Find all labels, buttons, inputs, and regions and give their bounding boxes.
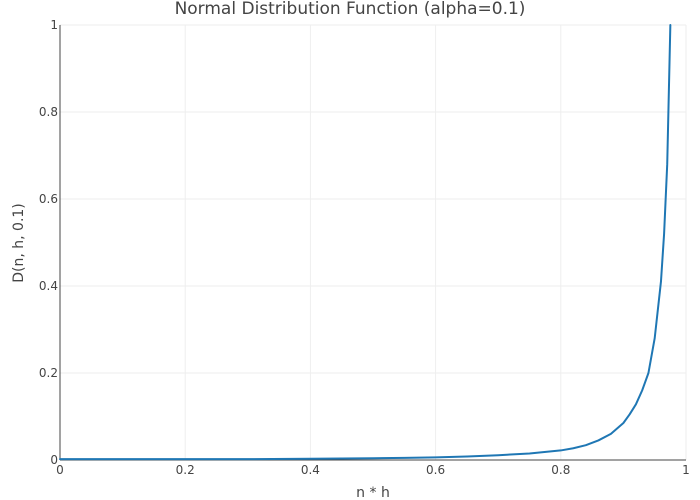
series-line xyxy=(59,24,672,461)
x-tick-label: 0.4 xyxy=(301,463,320,477)
x-tick-label: 0.2 xyxy=(176,463,195,477)
x-axis-title: n * h xyxy=(356,485,390,500)
x-tick-label: 1 xyxy=(682,463,690,477)
axes-layer xyxy=(59,25,686,461)
grid-layer xyxy=(60,24,687,460)
y-tick-label: 1 xyxy=(50,18,58,32)
y-axis-title: D(n, h, 0.1) xyxy=(11,203,27,283)
series-layer xyxy=(59,24,672,461)
tick-labels: 0 0.2 0.4 0.6 0.8 1 0 0.2 0.4 0.6 0.8 1 xyxy=(39,18,690,477)
y-tick-label: 0.2 xyxy=(39,366,58,380)
y-tick-label: 0.4 xyxy=(39,279,58,293)
y-tick-label: 0.6 xyxy=(39,192,58,206)
x-tick-label: 0.8 xyxy=(551,463,570,477)
y-tick-label: 0 xyxy=(50,453,58,467)
chart-title: Normal Distribution Function (alpha=0.1) xyxy=(175,0,526,19)
x-tick-label: 0.6 xyxy=(426,463,445,477)
y-tick-label: 0.8 xyxy=(39,105,58,119)
x-tick-label: 0 xyxy=(56,463,64,477)
